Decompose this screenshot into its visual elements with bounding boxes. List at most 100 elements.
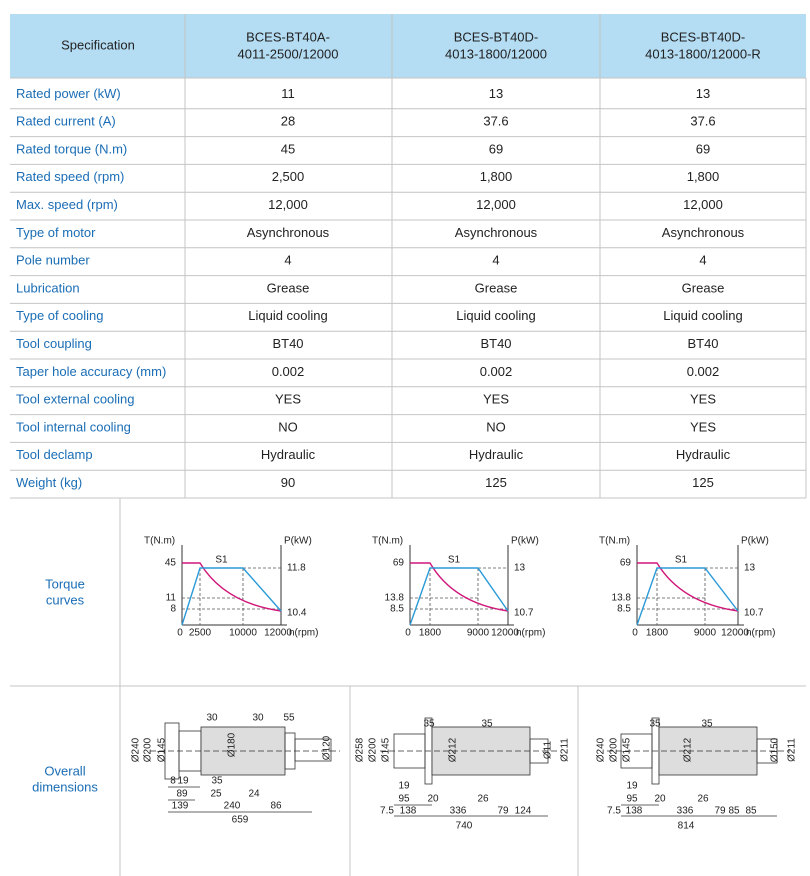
t-tick: 11	[166, 593, 177, 604]
cell-value: Asynchronous	[247, 225, 330, 240]
t-tick: 8	[170, 604, 176, 615]
t-tick: 13.8	[385, 593, 405, 604]
cell-value: Asynchronous	[455, 225, 538, 240]
cell-value: YES	[690, 419, 716, 434]
dimension-label: 124	[515, 806, 532, 817]
row-label: Weight (kg)	[16, 475, 82, 490]
t-tick: 8.5	[390, 604, 404, 615]
row-label: Rated torque (N.m)	[16, 141, 127, 156]
row-label: Type of motor	[16, 225, 96, 240]
dimension-label: 336	[677, 806, 694, 817]
power-curve	[636, 567, 739, 626]
cell-value: 12,000	[476, 197, 516, 212]
axis-title: n(rpm)	[746, 628, 775, 639]
cell-value: NO	[278, 419, 298, 434]
duty-label: S1	[448, 555, 461, 566]
duty-label: S1	[675, 555, 688, 566]
dimension-label: 85	[745, 806, 757, 817]
dimension-label: Ø211	[787, 738, 798, 762]
dimension-label: 7.5	[607, 806, 621, 817]
dimension-label: 138	[626, 806, 643, 817]
cell-value: 12,000	[683, 197, 723, 212]
x-tick: 12000	[721, 628, 749, 639]
row-label: Tool declamp	[16, 447, 93, 462]
model-name: BCES-BT40D-	[661, 29, 746, 44]
dimension-label: 35	[211, 776, 223, 787]
cell-value: YES	[275, 392, 301, 407]
t-tick: 8.5	[617, 604, 631, 615]
p-tick: 10.7	[514, 608, 534, 619]
dimension-label: Ø120	[322, 735, 333, 760]
dimension-label: 740	[456, 821, 473, 832]
cell-value: 37.6	[483, 114, 508, 129]
model-name: BCES-BT40D-	[454, 29, 539, 44]
x-tick: 0	[177, 628, 183, 639]
section-label: Overall	[44, 763, 85, 778]
axis-title: n(rpm)	[289, 628, 318, 639]
dimension-label: 19	[398, 781, 410, 792]
section-label: Torque	[45, 576, 85, 591]
section-label: dimensions	[32, 779, 98, 794]
dimension-label: Ø180	[227, 732, 238, 757]
cell-value: 0.002	[687, 364, 720, 379]
dimension-label: 85	[728, 806, 740, 817]
cell-value: 125	[692, 475, 714, 490]
dimension-label: 814	[678, 821, 695, 832]
dimension-label: 95	[398, 794, 410, 805]
dimension-label: 19	[626, 781, 638, 792]
cell-value: 69	[696, 141, 710, 156]
dimension-label: 35	[649, 719, 661, 730]
cell-value: 4	[284, 253, 291, 268]
cell-value: Liquid cooling	[663, 308, 743, 323]
spindle-2	[380, 717, 560, 817]
cell-value: Liquid cooling	[456, 308, 536, 323]
row-label: Tool coupling	[16, 336, 92, 351]
x-tick: 0	[405, 628, 411, 639]
x-tick: 2500	[189, 628, 212, 639]
dimension-label: 95	[626, 794, 638, 805]
cell-value: 12,000	[268, 197, 308, 212]
dimension-label: Ø200	[143, 737, 154, 762]
axis-title: T(N.m)	[372, 536, 403, 547]
spindle-3	[607, 717, 790, 817]
power-curve	[181, 567, 282, 626]
x-tick: 0	[632, 628, 638, 639]
row-label: Rated current (A)	[16, 114, 116, 129]
dimension-label: Ø212	[448, 737, 459, 762]
axis-title: P(kW)	[511, 536, 539, 547]
model-name: BCES-BT40A-	[246, 29, 330, 44]
x-tick: 1800	[646, 628, 669, 639]
p-tick: 10.7	[744, 608, 764, 619]
cell-value: BT40	[272, 336, 303, 351]
dimension-label: 79	[497, 806, 509, 817]
section-label: curves	[46, 592, 85, 607]
cell-value: YES	[483, 392, 509, 407]
dimension-label: 7.5	[380, 806, 394, 817]
dimension-label: 79	[714, 806, 726, 817]
dimension-label: 659	[232, 815, 249, 826]
dimension-label: 336	[450, 806, 467, 817]
cell-value: 28	[281, 114, 295, 129]
cell-value: 4	[492, 253, 499, 268]
x-tick: 12000	[491, 628, 519, 639]
dimension-label: 240	[224, 801, 241, 812]
dimension-label: 35	[701, 719, 713, 730]
x-tick: 9000	[694, 628, 717, 639]
cell-value: 4	[699, 253, 706, 268]
dimension-label: 24	[248, 789, 260, 800]
x-tick: 9000	[467, 628, 490, 639]
dimension-label: 26	[697, 794, 709, 805]
row-label: Tool internal cooling	[16, 419, 131, 434]
cell-value: 45	[281, 141, 295, 156]
p-tick: 11.8	[287, 563, 306, 574]
p-tick: 13	[514, 563, 526, 574]
t-tick: 45	[165, 558, 177, 569]
header-label: Specification	[61, 37, 135, 52]
row-label: Rated speed (rpm)	[16, 169, 124, 184]
cell-value: Asynchronous	[662, 225, 745, 240]
dimension-label: 20	[427, 794, 439, 805]
axis-title: P(kW)	[284, 536, 312, 547]
dimension-label: Ø150	[770, 737, 781, 762]
dimension-label: Ø145	[381, 737, 392, 762]
model-name: 4013-1800/12000	[445, 46, 547, 61]
